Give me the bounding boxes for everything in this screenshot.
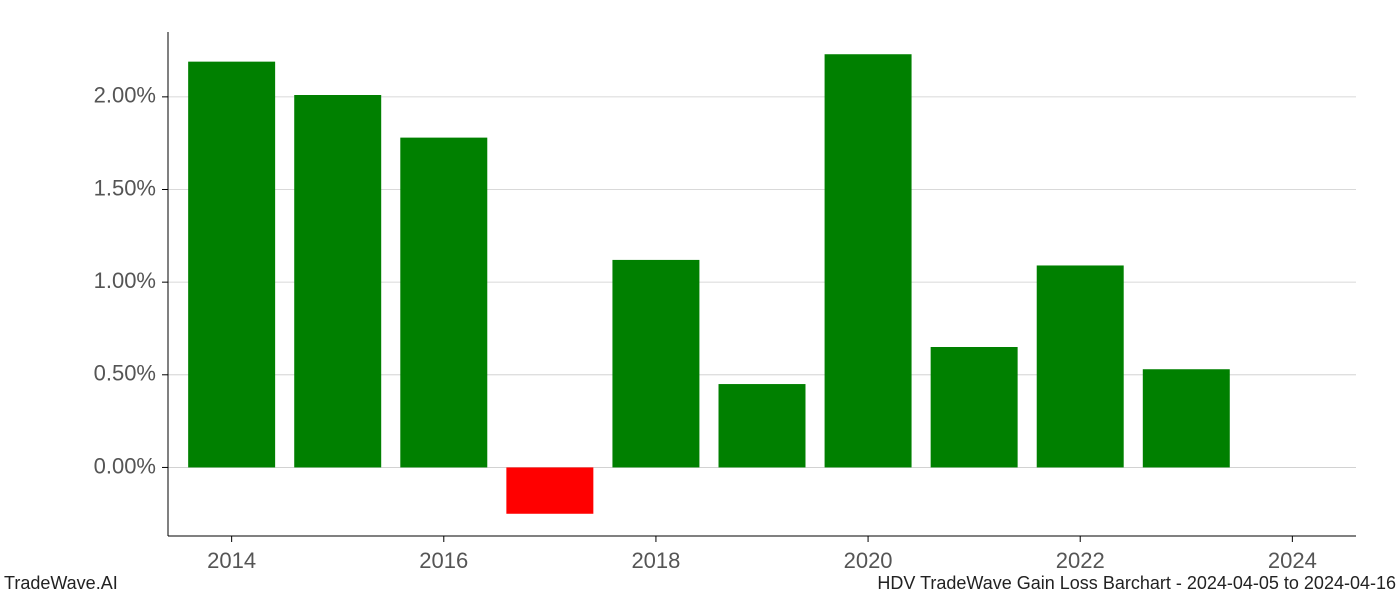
x-tick-label: 2014 [207,548,256,573]
y-tick-label: 1.00% [94,268,156,293]
bar-2015 [294,95,381,467]
footer-right-label: HDV TradeWave Gain Loss Barchart - 2024-… [877,573,1396,594]
chart-container: 0.00% 0.50% 1.00% 1.50% 2.00% 2014 2016 2018 202… [0,0,1400,600]
bar-2014 [188,62,275,468]
bar-2019 [719,384,806,467]
y-tick-label: 1.50% [94,175,156,200]
bar-2022 [1037,265,1124,467]
bar-2016 [400,138,487,468]
bar-2020 [825,54,912,467]
y-tick-label: 2.00% [94,83,156,108]
x-tick-label: 2022 [1056,548,1105,573]
footer-left-label: TradeWave.AI [4,573,118,594]
y-tick-label: 0.00% [94,453,156,478]
gain-loss-barchart: 0.00% 0.50% 1.00% 1.50% 2.00% 2014 2016 2018 202… [0,0,1400,600]
bar-2017 [506,467,593,513]
x-tick-label: 2016 [419,548,468,573]
bar-2023 [1143,369,1230,467]
y-tick-label: 0.50% [94,361,156,386]
x-tick-label: 2020 [844,548,893,573]
bar-2018 [612,260,699,468]
bar-2021 [931,347,1018,467]
x-tick-label: 2024 [1268,548,1317,573]
x-tick-label: 2018 [631,548,680,573]
